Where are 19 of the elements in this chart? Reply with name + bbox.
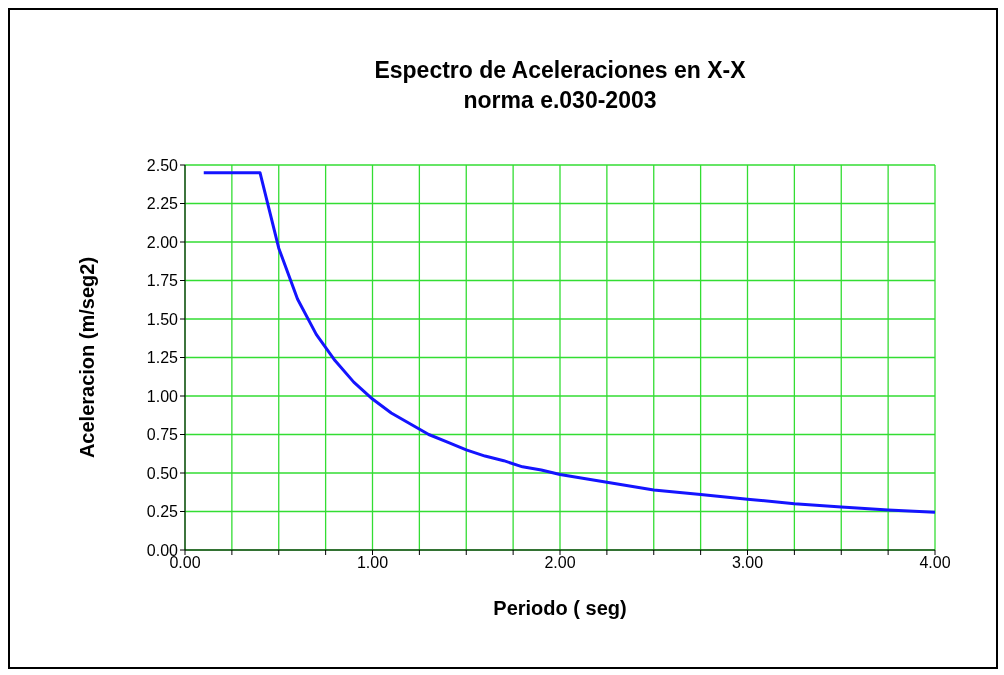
y-tick-label: 2.25	[146, 195, 179, 213]
x-tick-label: 3.00	[731, 554, 764, 572]
x-tick-label: 2.00	[544, 554, 576, 572]
y-tick-label: 1.25	[146, 349, 179, 367]
x-tick-label: 1.00	[356, 554, 389, 572]
chart-title: Espectro de Aceleraciones en X-X	[373, 56, 747, 85]
y-tick-label: 0.25	[146, 503, 179, 521]
y-tick-label: 1.75	[146, 272, 179, 290]
x-tick-label: 4.00	[919, 554, 951, 572]
y-tick-label: 0.50	[146, 464, 179, 482]
y-tick-label: 1.00	[146, 387, 179, 405]
y-tick-label: 0.75	[146, 426, 179, 444]
y-axis-title: Aceleracion (m/seg2)	[76, 256, 99, 459]
y-tick-label: 2.00	[146, 233, 179, 251]
chart-subtitle: norma e.030-2003	[462, 86, 658, 115]
line-series	[202, 171, 935, 514]
y-tick-label: 1.50	[146, 310, 179, 328]
y-tick-label: 2.50	[146, 156, 179, 174]
x-axis-title: Periodo ( seg)	[493, 597, 627, 619]
